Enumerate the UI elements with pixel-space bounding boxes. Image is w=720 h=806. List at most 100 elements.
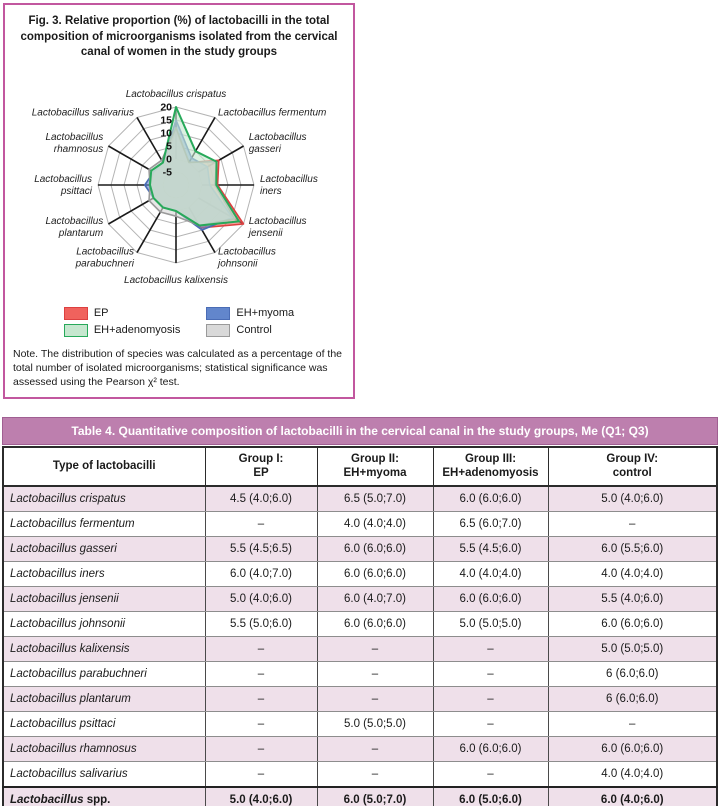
value-cell: 6.0 (6.0;6.0)	[432, 735, 549, 762]
radar-axis-label: Lactobacillus crispatus	[126, 89, 227, 100]
value-cell: –	[547, 510, 718, 537]
species-name-cell: Lactobacillus psittaci	[2, 710, 206, 737]
species-name-cell: Lactobacillus parabuchneri	[2, 660, 206, 687]
legend-item-EH+adenomyosis: EH+adenomyosis	[63, 323, 181, 337]
legend-label: EH+adenomyosis	[93, 324, 181, 337]
radial-tick-label: 15	[160, 114, 172, 126]
radial-tick-label: 20	[160, 101, 172, 113]
species-name-cell: Lactobacillus johnsonii	[2, 610, 206, 637]
species-name-cell: Lactobacillus salivarius	[2, 760, 206, 788]
column-header: Group II: EH+myoma	[316, 446, 434, 487]
species-name-cell: Lactobacillus plantarum	[2, 685, 206, 712]
table-block: Table 4. Quantitative composition of lac…	[2, 417, 718, 806]
value-cell: –	[316, 760, 434, 788]
table-row: Lactobacillus parabuchneri – – –6 (6.0;6.0)	[2, 660, 718, 687]
table-row: Lactobacillus johnsonii 5.5 (5.0;6.0) 6.0 …	[2, 610, 718, 637]
species-name-cell: Lactobacillus gasseri	[2, 535, 206, 562]
value-cell: –	[204, 685, 318, 712]
radar-axis-label: Lactobacillus iners	[260, 174, 318, 197]
lactobacilli-table: Type of lactobacilli Group I: EP Group II: E…	[2, 446, 718, 806]
value-cell: 6.0 (6.0;6.0)	[547, 610, 718, 637]
table-row: Lactobacillus rhamnosus – –6.0 (6.0;6.0) 6.…	[2, 735, 718, 762]
value-cell: 4.0 (4.0;4.0)	[432, 560, 549, 587]
table-row: Lactobacillus fermentum –4.0 (4.0;4.0) 6.5…	[2, 510, 718, 537]
radial-tick-label: 0	[166, 153, 172, 165]
radar-axis-label: Lactobacillus parabuchneri	[75, 246, 135, 269]
column-header: Type of lactobacilli	[2, 446, 206, 487]
table-row: Lactobacillus salivarius – – –4.0 (4.0;4.0)	[2, 760, 718, 788]
column-header: Group III: EH+adenomyosis	[432, 446, 549, 487]
axis-spoke	[108, 196, 154, 225]
table-row: Lactobacillus plantarum – – –6 (6.0;6.0)	[2, 685, 718, 712]
value-cell: 6.0 (6.0;6.0)	[316, 535, 434, 562]
value-cell: 4.5 (4.0;6.0)	[204, 485, 318, 512]
table-title-bar: Table 4. Quantitative composition of lac…	[2, 417, 718, 446]
value-cell: 4.0 (4.0;4.0)	[316, 510, 434, 537]
value-cell: 5.5 (4.5;6.5)	[204, 535, 318, 562]
series-EH+adenomyosis	[149, 105, 240, 227]
value-cell: 4.0 (4.0;4.0)	[547, 760, 718, 788]
value-cell: –	[432, 710, 549, 737]
value-cell: –	[204, 735, 318, 762]
axis-spoke	[136, 206, 164, 253]
radial-tick-label: 5	[166, 140, 172, 152]
value-cell: 6.5 (5.0;7.0)	[316, 485, 434, 512]
value-cell: 6.0 (4.0;7.0)	[204, 560, 318, 587]
species-name-cell: Lactobacillus spp.	[2, 785, 206, 806]
table-row: Lactobacillus psittaci –5.0 (5.0;5.0) – –	[2, 710, 718, 737]
value-cell: 6.0 (4.0;6.0)	[547, 785, 718, 806]
column-header: Group I: EP	[204, 446, 318, 487]
legend-label: EH+myoma	[236, 307, 295, 320]
value-cell: –	[316, 685, 434, 712]
table-row: Lactobacillus crispatus 4.5 (4.0;6.0) 6.5 …	[2, 485, 718, 512]
value-cell: –	[432, 660, 549, 687]
species-name-cell: Lactobacillus jensenii	[2, 585, 206, 612]
species-name-cell: Lactobacillus rhamnosus	[2, 735, 206, 762]
radar-chart: 20 15 10 5 0 -5 Lactobacillus crispatus Lactoba…	[11, 65, 347, 303]
value-cell: 6.0 (6.0;6.0)	[547, 735, 718, 762]
radar-axis-label: Lactobacillus rhamnosus	[45, 132, 103, 155]
figure-title: Fig. 3. Relative proportion (%) of lacto…	[20, 15, 338, 59]
radial-tick-label: 10	[160, 127, 172, 139]
legend-item-EH+myoma: EH+myoma	[206, 306, 295, 320]
value-cell: 5.0 (4.0;6.0)	[547, 485, 718, 512]
table-row: Lactobacillus jensenii 5.0 (4.0;6.0) 6.0 (…	[2, 585, 718, 612]
value-cell: –	[204, 710, 318, 737]
table-row: Lactobacillus spp. 5.0 (4.0;6.0) 6.0 (5.0;…	[2, 785, 718, 806]
radar-axis-label: Lactobacillus johnsonii	[216, 246, 276, 269]
value-cell: 5.5 (4.0;6.0)	[547, 585, 718, 612]
value-cell: 5.0 (4.0;6.0)	[204, 585, 318, 612]
table-row: Lactobacillus iners 6.0 (4.0;7.0) 6.0 (6.0…	[2, 560, 718, 587]
value-cell: 5.0 (5.0;5.0)	[316, 710, 434, 737]
species-name-cell: Lactobacillus crispatus	[2, 485, 206, 512]
legend-swatch-EP	[63, 306, 88, 320]
value-cell: –	[432, 760, 549, 788]
value-cell: 6.0 (6.0;6.0)	[432, 485, 549, 512]
value-cell: –	[432, 635, 549, 662]
value-cell: –	[316, 635, 434, 662]
figure-note: Note. The distribution of species was ca…	[13, 347, 343, 388]
value-cell: 6.0 (5.5;6.0)	[547, 535, 718, 562]
radar-axis-label: Lactobacillus gasseri	[249, 132, 307, 155]
value-cell: 6 (6.0;6.0)	[547, 685, 718, 712]
radar-axis-label: Lactobacillus psittaci	[34, 174, 93, 197]
value-cell: 6.0 (6.0;6.0)	[316, 610, 434, 637]
value-cell: 5.0 (4.0;6.0)	[204, 785, 318, 806]
legend-swatch-Control	[206, 323, 231, 337]
value-cell: 6.0 (4.0;7.0)	[316, 585, 434, 612]
legend-label: EP	[93, 307, 109, 320]
table-row: Lactobacillus gasseri 5.5 (4.5;6.5) 6.0 (6…	[2, 535, 718, 562]
value-cell: 6.0 (5.0;7.0)	[316, 785, 434, 806]
species-name-cell: Lactobacillus kalixensis	[2, 635, 206, 662]
legend-item-Control: Control	[206, 323, 294, 337]
legend-label: Control	[236, 324, 272, 337]
figure-box: Fig. 3. Relative proportion (%) of lacto…	[3, 3, 355, 400]
value-cell: 6.0 (6.0;6.0)	[432, 585, 549, 612]
value-cell: 5.0 (5.0;5.0)	[432, 610, 549, 637]
value-cell: –	[547, 710, 718, 737]
radar-axis-label: Lactobacillus plantarum	[45, 216, 103, 239]
value-cell: 5.5 (4.5;6.0)	[432, 535, 549, 562]
species-name-cell: Lactobacillus iners	[2, 560, 206, 587]
axis-spoke	[136, 116, 164, 163]
